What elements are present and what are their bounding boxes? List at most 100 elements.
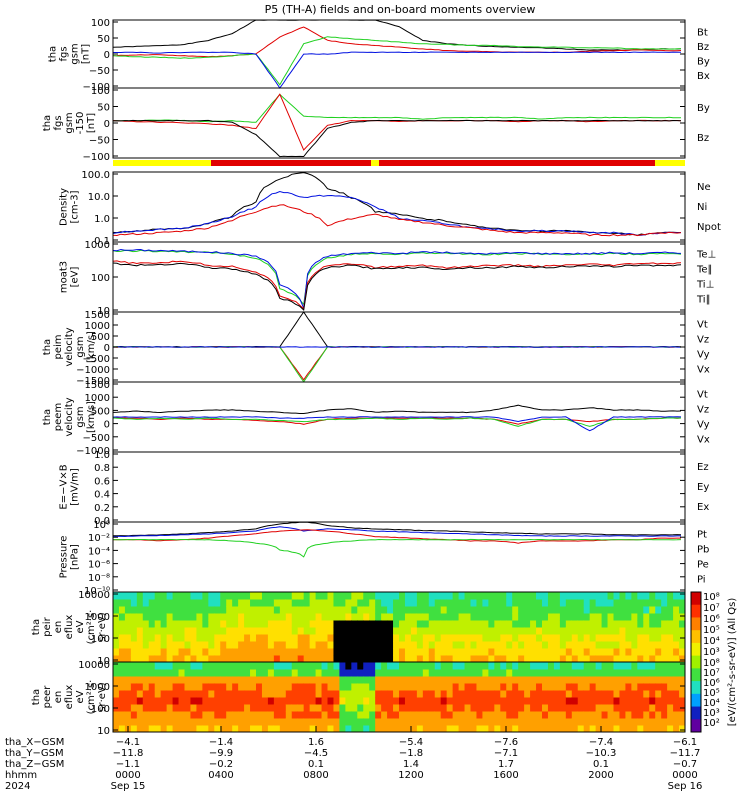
- heatmap-cell: [500, 683, 507, 691]
- heatmap-cell: [518, 641, 525, 649]
- heatmap-cell: [363, 711, 370, 719]
- heatmap-cell: [136, 655, 144, 663]
- heatmap-cell: [679, 620, 686, 628]
- heatmap-cell: [607, 613, 614, 621]
- heatmap-cell: [113, 641, 120, 649]
- colorbar-tick-label: 10³: [703, 647, 720, 658]
- heatmap-cell: [345, 613, 352, 621]
- heatmap-cell: [279, 683, 287, 691]
- heatmap-cell: [393, 606, 400, 614]
- heatmap-cell: [113, 620, 120, 628]
- heatmap-cell: [124, 718, 132, 726]
- heatmap-cell: [655, 669, 662, 677]
- heatmap-cell: [547, 683, 555, 691]
- heatmap-cell: [619, 662, 626, 670]
- heatmap-cell: [679, 641, 686, 649]
- heatmap-cell: [279, 620, 287, 628]
- heatmap-cell: [673, 718, 680, 726]
- heatmap-cell: [220, 599, 227, 607]
- y-tick-label: 100: [91, 634, 110, 645]
- heatmap-cell: [524, 599, 531, 607]
- heatmap-cell: [530, 613, 537, 621]
- heatmap-cell: [351, 655, 358, 663]
- panel-peem_velocity: [112, 381, 686, 453]
- heatmap-cell: [238, 641, 245, 649]
- heatmap-cell: [154, 648, 162, 656]
- heatmap-cell: [649, 711, 656, 719]
- heatmap-cell: [482, 599, 489, 607]
- heatmap-cell: [506, 697, 513, 705]
- heatmap-cell: [393, 620, 400, 628]
- heatmap-cell: [655, 627, 662, 635]
- heatmap-cell: [136, 641, 144, 649]
- heatmap-cell: [136, 697, 144, 705]
- heatmap-cell: [524, 655, 531, 663]
- heatmap-cell: [160, 662, 168, 670]
- heatmap-cell: [452, 634, 460, 642]
- heatmap-cell: [315, 697, 323, 705]
- heatmap-cell: [303, 718, 311, 726]
- heatmap-cell: [238, 620, 245, 628]
- heatmap-cell: [267, 669, 275, 677]
- heatmap-cell: [476, 683, 483, 691]
- heatmap-cell: [577, 690, 585, 698]
- heatmap-cell: [607, 676, 614, 684]
- heatmap-cell: [208, 641, 215, 649]
- y-axis-label: tha: [31, 689, 42, 705]
- y-tick-label: −1000: [76, 446, 110, 457]
- heatmap-cell: [547, 676, 555, 684]
- heatmap-cell: [363, 725, 370, 733]
- heatmap-cell: [369, 613, 376, 621]
- heatmap-cell: [607, 592, 614, 600]
- heatmap-cell: [559, 606, 567, 614]
- heatmap-cell: [542, 683, 549, 691]
- heatmap-cell: [267, 641, 275, 649]
- heatmap-cell: [452, 599, 460, 607]
- heatmap-cell: [458, 641, 466, 649]
- heatmap-cell: [124, 711, 132, 719]
- heatmap-cell: [595, 627, 603, 635]
- heatmap-cell: [565, 690, 573, 698]
- y-tick-label: 10: [97, 656, 110, 667]
- heatmap-cell: [202, 704, 209, 712]
- y-tick-label: −100: [83, 82, 110, 93]
- heatmap-cell: [393, 627, 400, 635]
- heatmap-cell: [214, 627, 221, 635]
- heatmap-cell: [643, 725, 650, 733]
- heatmap-cell: [404, 655, 412, 663]
- heatmap-cell: [232, 634, 239, 642]
- heatmap-cell: [530, 683, 537, 691]
- heatmap-cell: [118, 669, 126, 677]
- legend-Vt: Vt: [697, 390, 708, 401]
- heatmap-cell: [399, 613, 406, 621]
- heatmap-cell: [113, 606, 120, 614]
- heatmap-cell: [208, 648, 215, 656]
- heatmap-cell: [178, 683, 185, 691]
- heatmap-cell: [494, 599, 501, 607]
- heatmap-cell: [410, 648, 418, 656]
- heatmap-cell: [452, 655, 460, 663]
- heatmap-cell: [565, 627, 573, 635]
- heatmap-cell: [214, 718, 221, 726]
- heatmap-cell: [416, 690, 424, 698]
- heatmap-cell: [166, 620, 174, 628]
- legend-Pt: Pt: [697, 530, 707, 541]
- colorbar-tick-label: 10⁶: [703, 614, 720, 625]
- heatmap-cell: [220, 606, 227, 614]
- heatmap-cell: [291, 711, 299, 719]
- heatmap-cell: [321, 683, 328, 691]
- heatmap-cell: [375, 697, 382, 705]
- heatmap-cell: [428, 655, 436, 663]
- heatmap-cell: [428, 599, 436, 607]
- heatmap-cell: [500, 655, 507, 663]
- heatmap-cell: [428, 676, 436, 684]
- heatmap-cell: [452, 711, 460, 719]
- heatmap-cell: [625, 711, 632, 719]
- heatmap-cell: [190, 592, 197, 600]
- heatmap-cell: [315, 676, 323, 684]
- heatmap-cell: [470, 613, 477, 621]
- heatmap-cell: [208, 606, 215, 614]
- heatmap-cell: [625, 620, 632, 628]
- heatmap-cell: [452, 669, 460, 677]
- y-tick-label: −1500: [76, 376, 110, 387]
